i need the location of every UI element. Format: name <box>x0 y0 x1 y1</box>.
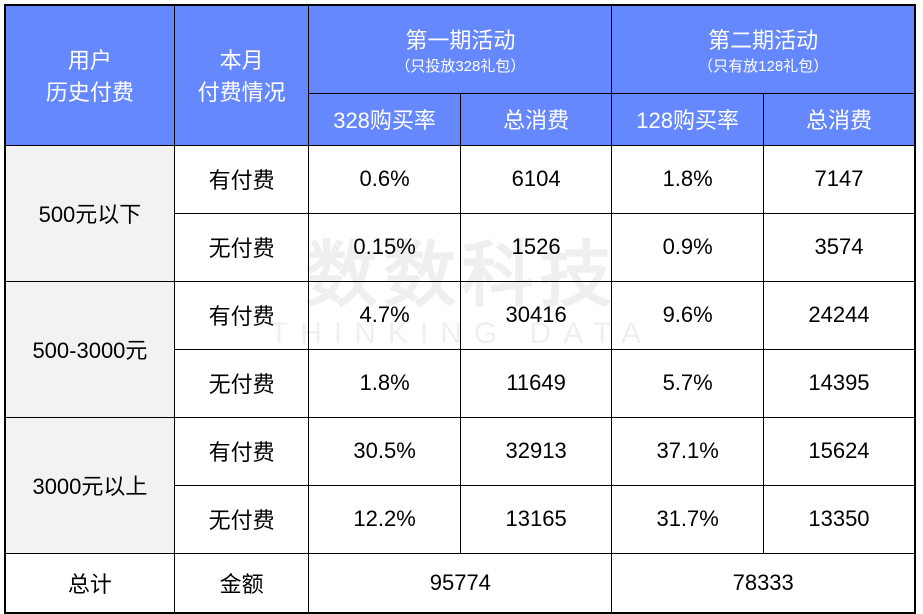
value-cell: 30416 <box>460 281 612 349</box>
value-cell: 1.8% <box>612 145 764 213</box>
activity-comparison-table: 用户 历史付费 本月 付费情况 第一期活动 （只投放328礼包） 第二期活动 （… <box>4 4 916 614</box>
header-month-status: 本月 付费情况 <box>174 5 308 145</box>
header-col-128-rate: 128购买率 <box>612 93 764 145</box>
header-col-328-rate: 328购买率 <box>309 93 461 145</box>
table-body: 500元以下 有付费 0.6% 6104 1.8% 7147 无付费 0.15%… <box>5 145 915 613</box>
pay-status-cell: 有付费 <box>174 145 308 213</box>
user-group-cell: 500-3000元 <box>5 281 174 417</box>
header-activity-1: 第一期活动 （只投放328礼包） <box>309 5 612 93</box>
header-activity-2-sub: （只有放128礼包） <box>612 55 914 76</box>
table-row: 500-3000元 有付费 4.7% 30416 9.6% 24244 <box>5 281 915 349</box>
footer-total-1: 95774 <box>309 553 612 613</box>
value-cell: 37.1% <box>612 417 764 485</box>
value-cell: 12.2% <box>309 485 461 553</box>
header-month-status-l1: 本月 <box>220 48 264 73</box>
value-cell: 11649 <box>460 349 612 417</box>
value-cell: 1526 <box>460 213 612 281</box>
user-group-cell: 500元以下 <box>5 145 174 281</box>
header-user-history-l2: 历史付费 <box>46 80 134 105</box>
pay-status-cell: 有付费 <box>174 417 308 485</box>
value-cell: 3574 <box>763 213 915 281</box>
header-activity-2-title: 第二期活动 <box>612 23 914 55</box>
value-cell: 0.15% <box>309 213 461 281</box>
value-cell: 32913 <box>460 417 612 485</box>
value-cell: 15624 <box>763 417 915 485</box>
value-cell: 5.7% <box>612 349 764 417</box>
value-cell: 31.7% <box>612 485 764 553</box>
table-footer-row: 总计 金额 95774 78333 <box>5 553 915 613</box>
table-row: 3000元以上 有付费 30.5% 32913 37.1% 15624 <box>5 417 915 485</box>
pay-status-cell: 无付费 <box>174 349 308 417</box>
footer-amount-label: 金额 <box>174 553 308 613</box>
value-cell: 13350 <box>763 485 915 553</box>
value-cell: 14395 <box>763 349 915 417</box>
pay-status-cell: 无付费 <box>174 213 308 281</box>
value-cell: 9.6% <box>612 281 764 349</box>
header-activity-1-title: 第一期活动 <box>309 23 611 55</box>
value-cell: 6104 <box>460 145 612 213</box>
value-cell: 0.6% <box>309 145 461 213</box>
table-header: 用户 历史付费 本月 付费情况 第一期活动 （只投放328礼包） 第二期活动 （… <box>5 5 915 145</box>
value-cell: 4.7% <box>309 281 461 349</box>
pay-status-cell: 有付费 <box>174 281 308 349</box>
footer-total-2: 78333 <box>612 553 915 613</box>
header-user-history-l1: 用户 <box>68 48 112 73</box>
header-activity-2: 第二期活动 （只有放128礼包） <box>612 5 915 93</box>
value-cell: 7147 <box>763 145 915 213</box>
user-group-cell: 3000元以上 <box>5 417 174 553</box>
value-cell: 1.8% <box>309 349 461 417</box>
header-month-status-l2: 付费情况 <box>198 80 286 105</box>
value-cell: 13165 <box>460 485 612 553</box>
value-cell: 30.5% <box>309 417 461 485</box>
footer-label: 总计 <box>5 553 174 613</box>
header-activity-1-sub: （只投放328礼包） <box>309 55 611 76</box>
table-row: 500元以下 有付费 0.6% 6104 1.8% 7147 <box>5 145 915 213</box>
header-col-total-2: 总消费 <box>763 93 915 145</box>
value-cell: 24244 <box>763 281 915 349</box>
value-cell: 0.9% <box>612 213 764 281</box>
header-user-history: 用户 历史付费 <box>5 5 174 145</box>
header-col-total-1: 总消费 <box>460 93 612 145</box>
pay-status-cell: 无付费 <box>174 485 308 553</box>
